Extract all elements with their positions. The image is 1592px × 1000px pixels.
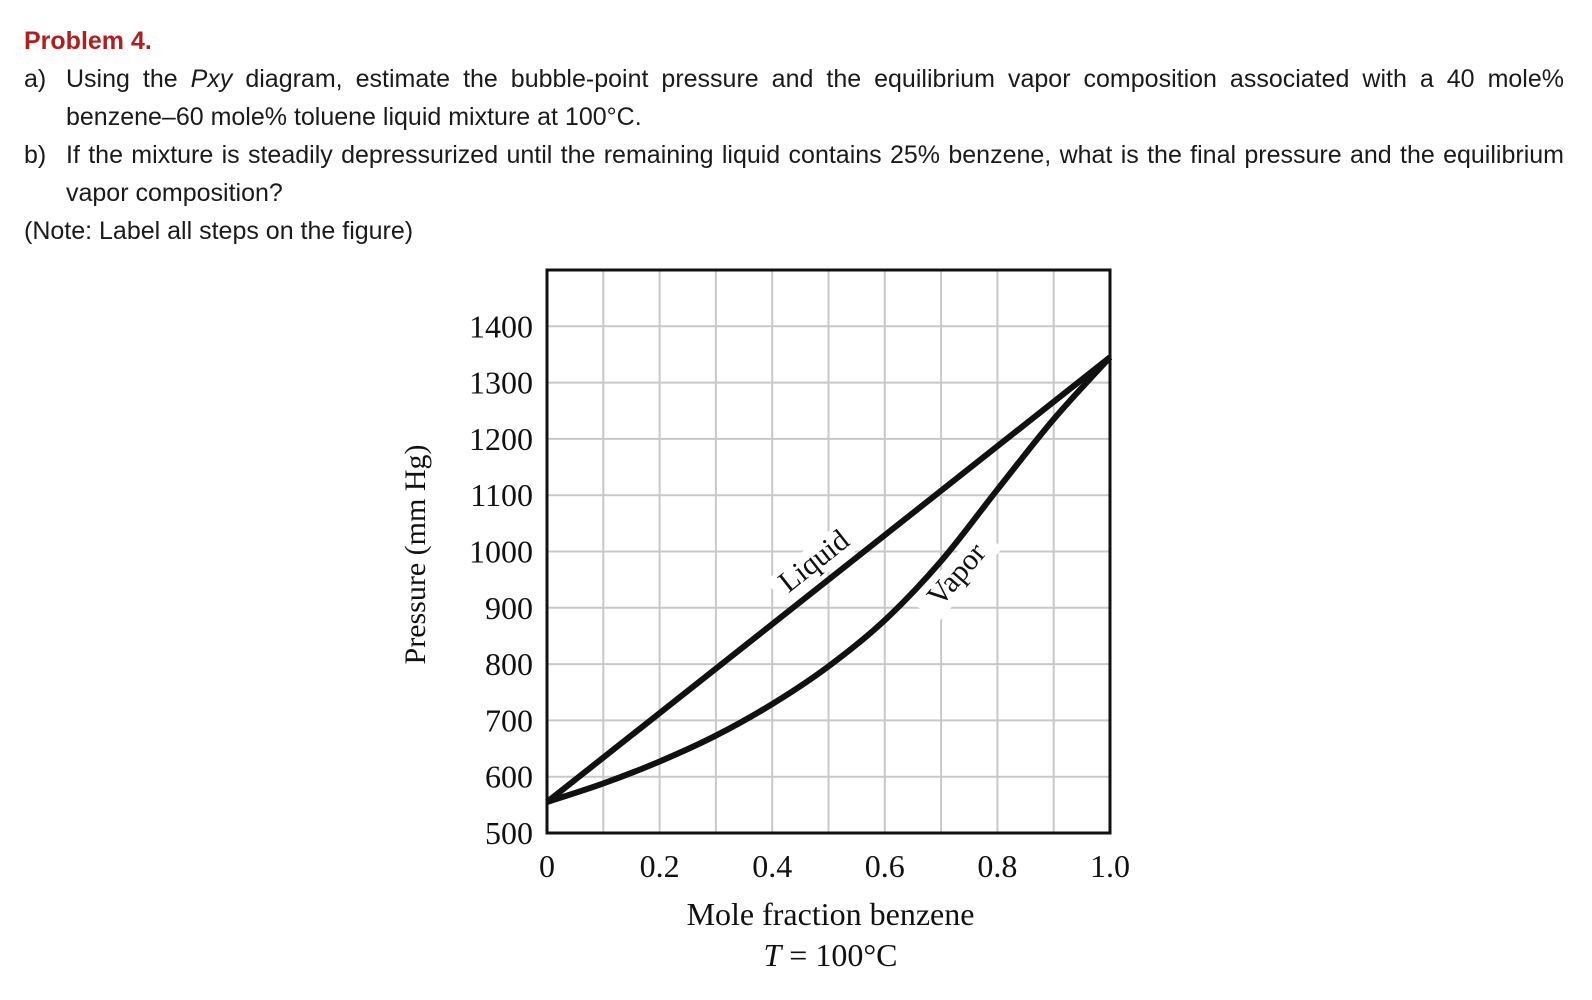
- label-halo: [912, 527, 1003, 624]
- problem-title: Problem 4.: [24, 27, 152, 55]
- y-tick-label: 500: [485, 815, 533, 851]
- x-tick-label: 1.0: [1090, 848, 1130, 884]
- curves: [545, 354, 1113, 805]
- x-tick-label: 0.8: [977, 848, 1017, 884]
- y-tick-label: 1300: [469, 365, 533, 401]
- part-b-text: If the mixture is steadily depressurized…: [66, 141, 1564, 207]
- temperature-label: T = 100°C: [764, 937, 898, 973]
- curve-liquid: [545, 354, 1112, 805]
- tick-labels: 500 600 700 800 900 1000 1100 1200 1300 1400 0 0.2 0…: [469, 308, 1130, 884]
- y-tick-label: 1100: [470, 477, 533, 513]
- y-tick-label: 800: [485, 646, 533, 682]
- part-a-text-post: diagram, estimate the bubble-point press…: [66, 65, 1564, 131]
- y-tick-label: 1000: [469, 534, 533, 570]
- part-a: a) Using the Pxy diagram, estimate the bu…: [24, 60, 1564, 136]
- x-tick-label: 0.6: [865, 848, 905, 884]
- temperature-value: = 100°C: [781, 937, 897, 973]
- y-tick-label: 600: [485, 759, 533, 795]
- x-tick-label: 0.4: [752, 848, 792, 884]
- part-a-pxy: Pxy: [190, 65, 233, 93]
- y-tick-label: 900: [485, 590, 533, 626]
- y-tick-label: 700: [485, 702, 533, 738]
- curve-vapor: [546, 355, 1113, 805]
- part-a-label: a): [24, 65, 47, 93]
- x-axis-label: Mole fraction benzene: [687, 896, 975, 932]
- problem-statement: Problem 4. a) Using the Pxy diagram, esti…: [24, 22, 1564, 250]
- x-tick-label: 0.2: [640, 848, 680, 884]
- part-b: b) If the mixture is steadily depressuriz…: [24, 136, 1564, 212]
- plot-frame: [545, 268, 1112, 835]
- part-b-label: b): [24, 141, 47, 169]
- y-tick-label: 1400: [469, 308, 533, 344]
- y-tick-label: 1200: [469, 421, 533, 457]
- x-tick-label: 0: [539, 848, 555, 884]
- note: (Note: Label all steps on the figure): [24, 217, 414, 245]
- part-a-text-pre: Using the: [66, 65, 191, 93]
- temperature-var: T: [764, 937, 784, 973]
- label-halo: [765, 518, 865, 606]
- y-axis-label: Pressure (mm Hg): [399, 445, 432, 665]
